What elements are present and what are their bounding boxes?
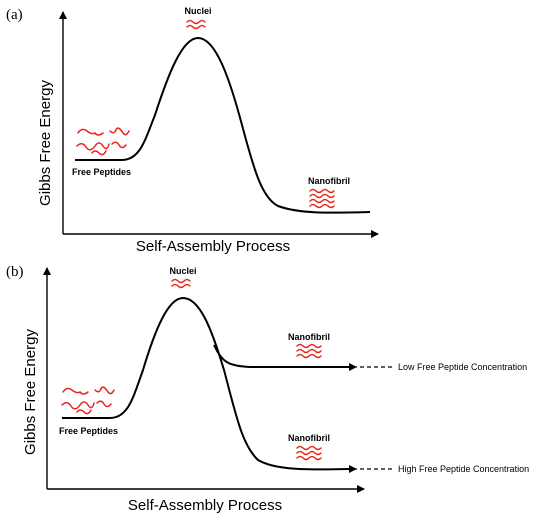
random-coil-peptides-icon xyxy=(76,127,130,156)
panel-a-x-axis-label: Self-Assembly Process xyxy=(136,238,290,255)
high-concentration-label: High Free Peptide Concentration xyxy=(398,464,529,474)
panel-b-y-axis-label: Gibbs Free Energy xyxy=(22,329,39,455)
nuclei-wave-icon xyxy=(186,19,206,30)
nanofibril-wave-icon xyxy=(309,188,335,209)
panel-b: (b) Gibbs Free Energy Self-Assembly Proc… xyxy=(6,264,529,514)
panel-b-nuclei-label: Nuclei xyxy=(169,266,196,276)
panel-a-nanofibril-label: Nanofibril xyxy=(308,176,350,186)
panel-b-free-peptides-label: Free Peptides xyxy=(59,426,118,436)
panel-a-energy-curve xyxy=(75,36,371,214)
panel-b-letter: (b) xyxy=(6,264,24,280)
nuclei-wave-icon xyxy=(171,278,191,289)
panel-a-free-peptides-label: Free Peptides xyxy=(72,167,131,177)
panel-a-nuclei-label: Nuclei xyxy=(184,6,211,16)
random-coil-peptides-icon xyxy=(61,386,115,415)
nanofibril-wave-icon xyxy=(296,445,322,461)
nanofibril-wave-icon xyxy=(296,343,322,359)
low-concentration-label: Low Free Peptide Concentration xyxy=(398,362,527,372)
panel-b-nanofibril-high-label: Nanofibril xyxy=(288,433,330,443)
panel-b-energy-curve-high xyxy=(62,296,351,471)
panel-a: (a) Gibbs Free Energy Self-Assembly Proc… xyxy=(6,6,379,255)
panel-b-energy-curve-low xyxy=(213,344,350,369)
panel-a-y-axis-label: Gibbs Free Energy xyxy=(37,80,54,206)
panel-b-x-axis-label: Self-Assembly Process xyxy=(128,497,282,514)
panel-b-nanofibril-low-label: Nanofibril xyxy=(288,332,330,342)
panel-a-letter: (a) xyxy=(6,7,23,23)
